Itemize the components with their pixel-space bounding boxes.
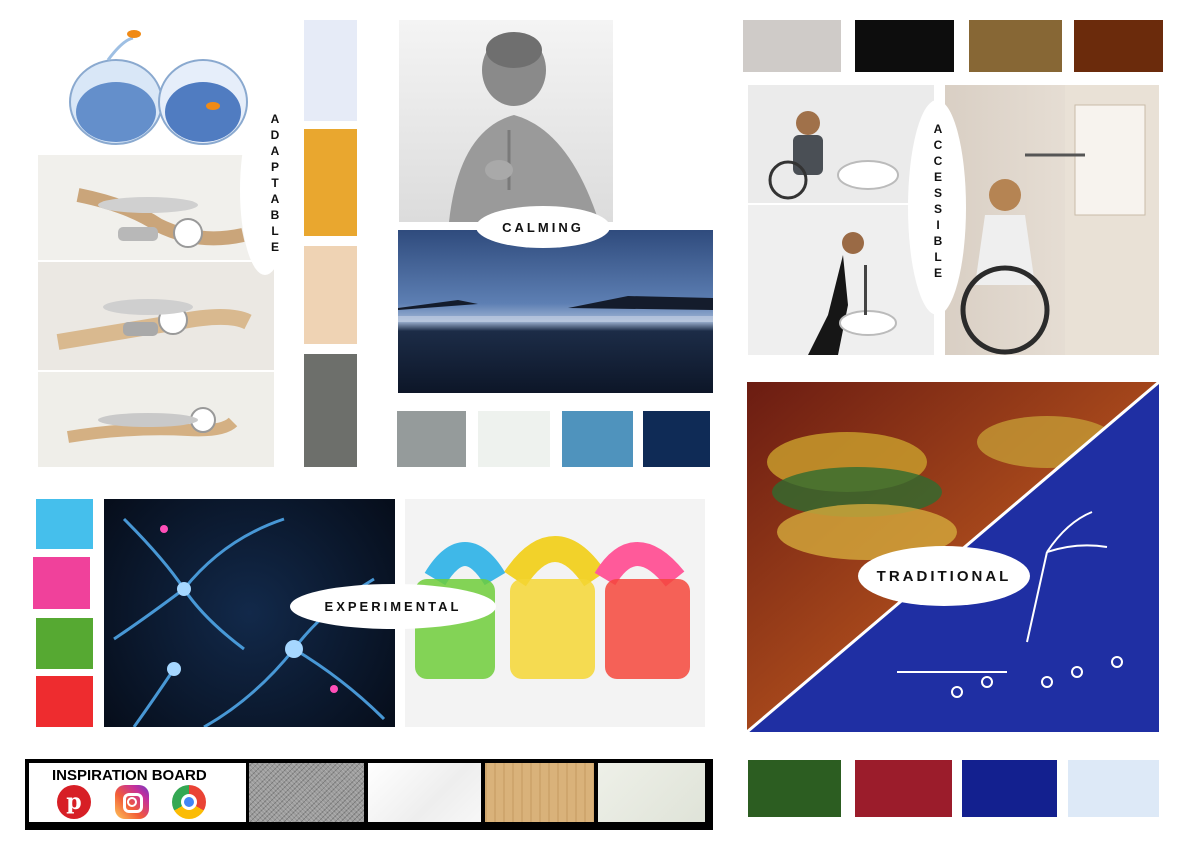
traditional-label: TRADITIONAL (858, 546, 1030, 606)
accessible-swatch-3 (969, 20, 1062, 72)
adaptable-label-bubble (240, 105, 290, 275)
calming-swatch-1 (397, 411, 466, 467)
accessible-swatch-1 (743, 20, 841, 72)
adaptable-label-text: ADAPTABLE (268, 112, 282, 256)
calming-label-text: CALMING (502, 219, 584, 235)
material-white-stone-swatch (368, 763, 481, 822)
experimental-label: EXPERIMENTAL (290, 584, 496, 629)
lounge-chair-photo-1 (38, 155, 274, 260)
standing-sink-photo (748, 205, 934, 355)
pinterest-icon[interactable]: p (57, 785, 91, 819)
chrome-icon[interactable] (172, 785, 206, 819)
adaptable-swatch-4 (304, 354, 357, 467)
calming-swatch-3 (562, 411, 633, 467)
accessible-label: ACCESSIBLE (931, 122, 945, 282)
calming-swatch-4 (643, 411, 710, 467)
adaptable-label: ADAPTABLE (268, 112, 282, 256)
banner-title-panel: INSPIRATION BOARD p (29, 763, 246, 822)
accessible-label-text: ACCESSIBLE (931, 122, 945, 282)
traditional-swatch-3 (962, 760, 1057, 817)
board-title: INSPIRATION BOARD (52, 767, 207, 784)
traditional-label-text: TRADITIONAL (876, 567, 1012, 585)
experimental-swatch-1 (36, 499, 93, 549)
traditional-swatch-2 (855, 760, 952, 817)
material-light-wood-swatch (485, 763, 594, 822)
lounge-chair-photo-3 (38, 372, 274, 467)
misty-lake-photo (398, 230, 713, 393)
lounge-chair-photo-2 (38, 262, 274, 370)
buddha-statue-photo (399, 20, 613, 222)
traditional-swatch-4 (1068, 760, 1159, 817)
material-granite-swatch (249, 763, 364, 822)
accessible-swatch-2 (855, 20, 954, 72)
experimental-swatch-2 (33, 557, 90, 609)
accessible-swatch-4 (1074, 20, 1163, 72)
adaptable-swatch-2 (304, 129, 357, 236)
material-off-white-plaster-swatch (598, 763, 705, 822)
wheelchair-sink-photo (748, 85, 934, 203)
calming-label: CALMING (476, 206, 610, 248)
experimental-swatch-3 (36, 618, 93, 669)
traditional-swatch-1 (748, 760, 841, 817)
wheelchair-wardrobe-photo (945, 85, 1159, 355)
goldfish-bowls-photo (38, 20, 273, 150)
adaptable-swatch-1 (304, 20, 357, 121)
adaptable-swatch-3 (304, 246, 357, 344)
accessible-label-bubble (908, 100, 966, 315)
experimental-label-text: EXPERIMENTAL (324, 599, 462, 614)
experimental-swatch-4 (36, 676, 93, 727)
instagram-icon[interactable] (115, 785, 149, 819)
calming-swatch-2 (478, 411, 550, 467)
